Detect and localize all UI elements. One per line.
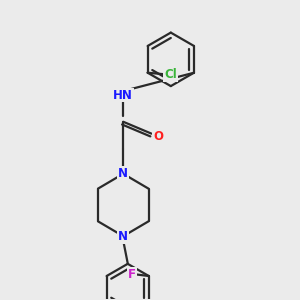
Text: Cl: Cl	[164, 68, 177, 81]
Text: HN: HN	[113, 88, 133, 101]
Text: N: N	[118, 167, 128, 180]
Text: N: N	[118, 230, 128, 243]
Text: F: F	[128, 268, 136, 281]
Text: O: O	[153, 130, 163, 142]
